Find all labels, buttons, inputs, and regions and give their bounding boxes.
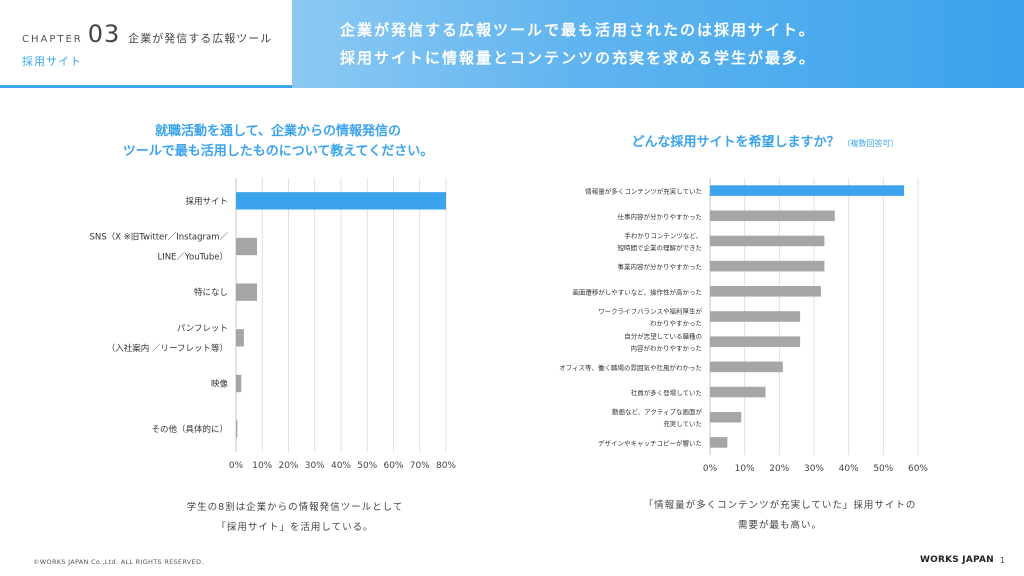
category-label: その他（具体的に）	[151, 424, 228, 435]
right-caption-line-1: 「情報量が多くコンテンツが充実していた」採用サイトの	[643, 500, 917, 511]
left-caption-line-1: 学生の8割は企業からの情報発信ツールとして	[186, 502, 404, 513]
category-label: LINE／YouTube）	[157, 252, 228, 263]
category-label: 映像	[211, 379, 229, 390]
category-label: 短時間で企業の理解ができた	[618, 243, 703, 252]
copyright: ©WORKS JAPAN Co.,Ltd. ALL RIGHTS RESERVE…	[33, 558, 204, 566]
bar	[710, 386, 766, 398]
left-chart-title-line-2: ツールで最も活用したものについて教えてください。	[122, 144, 434, 159]
bar	[710, 210, 835, 222]
x-tick-label: 50%	[873, 464, 893, 474]
category-label: ワークライフバランスや福利厚生が	[598, 307, 702, 316]
bar	[710, 361, 783, 373]
bar	[236, 329, 244, 347]
chapter-number: 03	[87, 20, 121, 48]
x-tick-label: 80%	[436, 461, 456, 471]
category-label: 自分が志望している職種の	[624, 332, 702, 341]
left-chart-title-line-1: 就職活動を通して、企業からの情報発信の	[155, 124, 401, 139]
category-label: オフィス等、働く職場の雰囲気や社風がわかった	[559, 363, 702, 372]
category-label: 採用サイト	[185, 196, 228, 207]
left-caption-line-2: 「採用サイト」を活用している。	[216, 522, 374, 533]
header: CHAPTER 03 企業が発信する広報ツール 採用サイト 企業が発信する広報ツ…	[0, 0, 1024, 88]
bar	[710, 437, 728, 448]
company-logo: WORKS JAPAN	[920, 555, 994, 565]
x-tick-label: 50%	[357, 461, 377, 471]
category-label: パンフレット	[177, 324, 228, 334]
category-label: デザインやキャッチコピーが響いた	[598, 438, 702, 447]
x-tick-label: 40%	[331, 461, 351, 471]
category-label: SNS（X ※旧Twitter／Instagram／	[89, 232, 228, 243]
x-tick-label: 60%	[383, 461, 403, 471]
category-label: 手わかりコンテンツなど、	[624, 231, 702, 240]
left-caption: 学生の8割は企業からの情報発信ツールとして 「採用サイト」を活用している。	[90, 498, 500, 538]
category-label: 仕事内容が分かりやすかった	[618, 212, 703, 221]
x-tick-label: 70%	[410, 461, 430, 471]
right-chart-title-note: （複数回答可）	[842, 139, 899, 148]
right-caption-line-2: 需要が最も高い。	[737, 520, 822, 531]
headline-line-2: 採用サイトに情報量とコンテンツの充実を求める学生が最多。	[340, 49, 817, 67]
chapter-line: CHAPTER 03 企業が発信する広報ツール	[22, 20, 272, 48]
page-number: 1	[1000, 556, 1006, 565]
bar	[710, 336, 801, 347]
category-label: 情報量が多くコンテンツが充実していた	[585, 187, 702, 196]
bar	[236, 374, 242, 393]
bar	[236, 192, 446, 210]
category-label: 内容がわかりやすかった	[631, 344, 703, 353]
chapter-block: CHAPTER 03 企業が発信する広報ツール 採用サイト	[0, 0, 292, 88]
category-label: 特になし	[194, 287, 228, 298]
category-label: 充実していた	[663, 419, 702, 428]
x-tick-label: 20%	[769, 464, 789, 474]
bar	[236, 237, 257, 256]
chapter-word: CHAPTER	[22, 34, 83, 45]
x-tick-label: 10%	[735, 464, 755, 474]
right-chart-title: どんな採用サイトを希望しますか？ （複数回答可）	[585, 131, 945, 150]
chapter-subtitle: 採用サイト	[22, 55, 82, 68]
x-tick-label: 0%	[229, 461, 244, 471]
right-caption: 「情報量が多くコンテンツが充実していた」採用サイトの 需要が最も高い。	[560, 496, 1000, 536]
category-label: 社員が多く登場していた	[631, 388, 702, 397]
x-tick-label: 0%	[703, 464, 718, 474]
chapter-title: 企業が発信する広報ツール	[128, 32, 273, 45]
bar	[710, 311, 801, 322]
bar	[710, 185, 905, 196]
bar	[710, 286, 821, 297]
bar	[710, 411, 742, 423]
category-label: わかりやすかった	[650, 320, 702, 328]
left-chart-title: 就職活動を通して、企業からの情報発信の ツールで最も活用したものについて教えてく…	[58, 122, 498, 162]
headline-banner: 企業が発信する広報ツールで最も活用されたのは採用サイト。 採用サイトに情報量とコ…	[292, 0, 1024, 88]
x-tick-label: 10%	[252, 461, 272, 471]
bar	[710, 260, 825, 272]
category-label: （入社案内 ／リーフレット等）	[107, 343, 228, 354]
headline-line-1: 企業が発信する広報ツールで最も活用されたのは採用サイト。	[340, 21, 816, 39]
bar	[710, 235, 825, 247]
right-chart-title-text: どんな採用サイトを希望しますか？	[631, 135, 840, 150]
x-tick-label: 30%	[305, 461, 325, 471]
category-label: 事業内容が分かりやすかった	[618, 262, 703, 271]
bar	[236, 420, 238, 438]
x-tick-label: 40%	[839, 464, 859, 474]
x-tick-label: 60%	[908, 464, 928, 474]
category-label: 画面遷移がしやすいなど、操作性が高かった	[572, 287, 702, 296]
category-label: 動画など、アクティブな画面が	[612, 407, 702, 416]
bar	[236, 283, 257, 301]
x-tick-label: 30%	[804, 464, 824, 474]
x-tick-label: 20%	[278, 461, 298, 471]
